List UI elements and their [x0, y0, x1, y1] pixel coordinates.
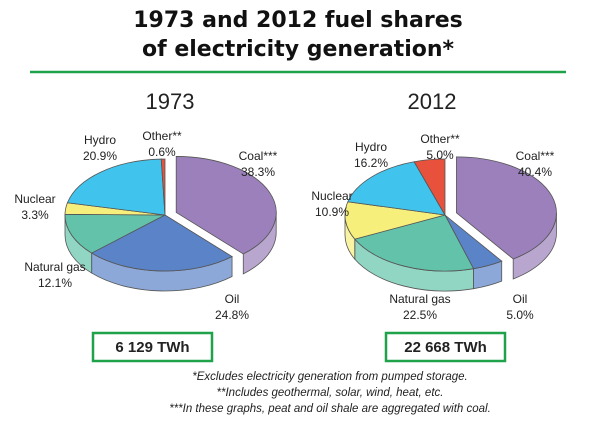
value-label: 20.9%: [83, 149, 117, 163]
slice: [66, 158, 166, 216]
footnote: *Excludes electricity generation from pu…: [192, 371, 468, 383]
value-label: 40.4%: [518, 165, 552, 179]
slice: [456, 156, 557, 260]
slice-label: Natural gas: [24, 260, 85, 274]
total-box: [384, 331, 507, 363]
slice-label: Other**: [420, 132, 460, 146]
chart-title: 1973 and 2012 fuel shares of electricity…: [133, 8, 463, 62]
pie-title: 1973: [146, 89, 195, 114]
slice: [160, 158, 166, 216]
slice-label: Nuclear: [311, 189, 352, 203]
slice: [90, 214, 233, 272]
total-label: 6 129 TWh: [115, 339, 189, 356]
value-label: 16.2%: [354, 156, 388, 170]
value-label: 0.6%: [148, 145, 176, 159]
total-box: [91, 331, 214, 363]
slice-label: Coal***: [239, 149, 278, 163]
value-label: 5.0%: [426, 148, 454, 162]
footnote: ***In these graphs, peat and oil shale a…: [169, 403, 491, 415]
slice: [347, 161, 446, 216]
value-label: 22.5%: [403, 308, 437, 322]
slice: [413, 158, 446, 217]
slice: [64, 213, 166, 254]
pie-title: 2012: [408, 89, 457, 114]
slice-label: Nuclear: [14, 192, 55, 206]
slice-label: Hydro: [355, 140, 387, 154]
total-label: 22 668 TWh: [404, 339, 487, 356]
slice: [175, 156, 277, 255]
slice-label: Oil: [513, 292, 528, 306]
value-label: 24.8%: [215, 308, 249, 322]
value-label: 3.3%: [21, 208, 49, 222]
slice-label: Coal***: [516, 149, 555, 163]
slice-label: Oil: [225, 292, 240, 306]
value-label: 5.0%: [506, 308, 534, 322]
slice-label: Other**: [142, 129, 182, 143]
slice-label: Hydro: [84, 133, 116, 147]
footnote: **Includes geothermal, solar, wind, heat…: [217, 387, 444, 399]
slice: [354, 214, 475, 272]
slice: [344, 201, 446, 240]
value-label: 10.9%: [315, 205, 349, 219]
slice-label: Natural gas: [389, 292, 450, 306]
value-label: 38.3%: [241, 165, 275, 179]
value-label: 12.1%: [38, 276, 72, 290]
